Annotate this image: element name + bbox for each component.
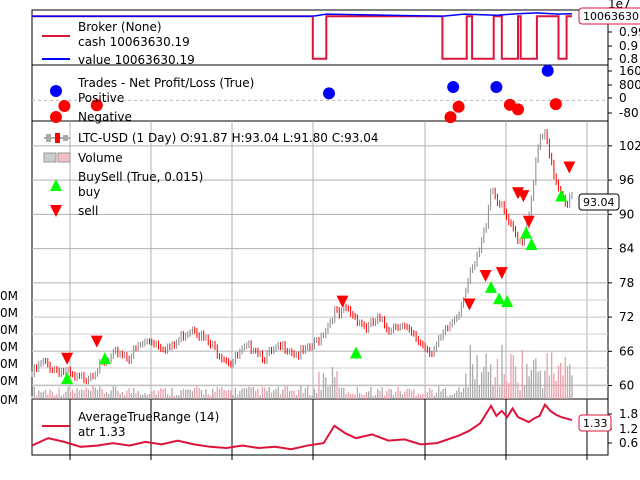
buy-marker (493, 292, 506, 305)
svg-text:93.04: 93.04 (583, 196, 615, 209)
negative-trade-point (444, 111, 457, 124)
price-tick-label: 72 (619, 310, 634, 324)
volume-tick-label: 0M (0, 289, 18, 303)
negative-legend-label: Negative (78, 110, 132, 124)
price-tick-label: 78 (619, 276, 634, 290)
negative-trade-point (512, 103, 524, 116)
buy-marker (525, 238, 538, 251)
positive-trade-point (447, 81, 460, 94)
negative-trade-point (90, 99, 103, 112)
broker-value-tag: 10063630 (578, 7, 640, 25)
price-tick-label: 84 (619, 242, 634, 256)
price-legend-title: LTC-USD (1 Day) O:91.87 H:93.04 L:91.80 … (78, 131, 379, 145)
negative-trade-point (58, 100, 71, 112)
cash-legend-label: cash 10063630.19 (78, 35, 190, 49)
sell-marker (479, 269, 492, 282)
price-tick-label: 60 (619, 379, 634, 393)
sell-marker (336, 295, 349, 308)
trades-legend-title: Trades - Net Profit/Loss (True) (77, 76, 254, 90)
buy-marker (350, 346, 362, 359)
atr-line (31, 402, 573, 451)
sell-legend-label: sell (78, 204, 98, 218)
broker-tick-label: 0.99 (619, 25, 640, 39)
buy-legend-label: buy (78, 185, 100, 199)
volume-tick-label: 0M (0, 340, 18, 354)
buy-marker (520, 226, 533, 239)
atr-legend: AverageTrueRange (14) atr 1.33 (42, 410, 219, 439)
sell-marker (563, 161, 576, 174)
atr-tick-label: 0.6 (619, 436, 638, 450)
price-legend: LTC-USD (1 Day) O:91.87 H:93.04 L:91.80 … (43, 131, 379, 218)
sell-marker (495, 267, 508, 280)
trades-tick-label: -80 (619, 106, 639, 120)
price-tick-label: 96 (619, 173, 634, 187)
price-tick-label: 90 (619, 207, 634, 221)
broker-legend: Broker (None) cash 10063630.19 value 100… (42, 20, 195, 67)
sell-marker (90, 335, 103, 348)
trades-legend: Trades - Net Profit/Loss (True) Positive… (50, 76, 254, 124)
svg-text:1.33: 1.33 (583, 417, 608, 430)
atr-series (31, 402, 573, 451)
atr-tick-label: 1.8 (619, 407, 638, 421)
volume-tick-label: 0M (0, 357, 18, 371)
candle-legend-icon (44, 133, 70, 143)
volume-tick-label: 0M (0, 323, 18, 337)
broker-offset-label: 1e7 (608, 0, 631, 11)
atr-legend-label: atr 1.33 (78, 425, 126, 439)
price-series (31, 129, 576, 399)
positive-legend-marker (50, 85, 62, 97)
broker-tick-label: 0.9 (619, 39, 638, 53)
positive-trade-point (490, 81, 503, 94)
value-line (32, 12, 573, 18)
price-tick-label: 102 (619, 139, 640, 153)
tick-labels: 0.990.90.816008000-80 60 66 72 78 84 90 96 102 1.… (0, 25, 640, 450)
buy-marker (98, 352, 111, 365)
volume-legend-icon (43, 152, 71, 163)
value-legend-label: value 10063630.19 (78, 53, 195, 67)
atr-legend-title: AverageTrueRange (14) (78, 410, 219, 424)
negative-legend-marker (50, 111, 62, 123)
buy-marker (61, 372, 74, 385)
trades-tick-label: 800 (619, 78, 640, 92)
trades-series (58, 64, 562, 124)
broker-series (32, 12, 573, 60)
volume-legend-label: Volume (78, 151, 123, 165)
broker-legend-title: Broker (None) (78, 20, 162, 34)
atr-tick-label: 1.2 (619, 422, 638, 436)
sell-marker (61, 352, 74, 365)
price-tick-label: 66 (619, 344, 634, 358)
positive-trade-point (323, 87, 335, 100)
sell-marker (463, 298, 476, 311)
buy-legend-marker (50, 179, 62, 191)
trades-tick-label: 0 (619, 91, 627, 105)
volume-tick-label: 0M (0, 374, 18, 388)
trades-tick-label: 1600 (619, 64, 640, 78)
broker-tick-label: 0.8 (619, 52, 638, 66)
sell-legend-marker (50, 205, 62, 217)
buysell-legend-title: BuySell (True, 0.015) (78, 170, 203, 184)
buy-marker (501, 295, 514, 308)
negative-trade-point (452, 100, 465, 113)
cash-line (32, 15, 572, 60)
buy-marker (555, 189, 568, 202)
grid-lines (32, 99, 608, 460)
sell-marker (522, 215, 535, 228)
volume-tick-label: 0M (0, 306, 18, 320)
price-value-tag: 93.04 (578, 193, 620, 211)
buy-marker (485, 280, 497, 293)
atr-value-tag: 1.33 (578, 414, 612, 432)
svg-text:10063630: 10063630 (583, 10, 639, 23)
volume-tick-label: 0M (0, 393, 18, 407)
positive-trade-point (541, 64, 554, 77)
negative-trade-point (549, 98, 562, 111)
positive-legend-label: Positive (78, 91, 124, 105)
sell-marker (517, 190, 530, 203)
